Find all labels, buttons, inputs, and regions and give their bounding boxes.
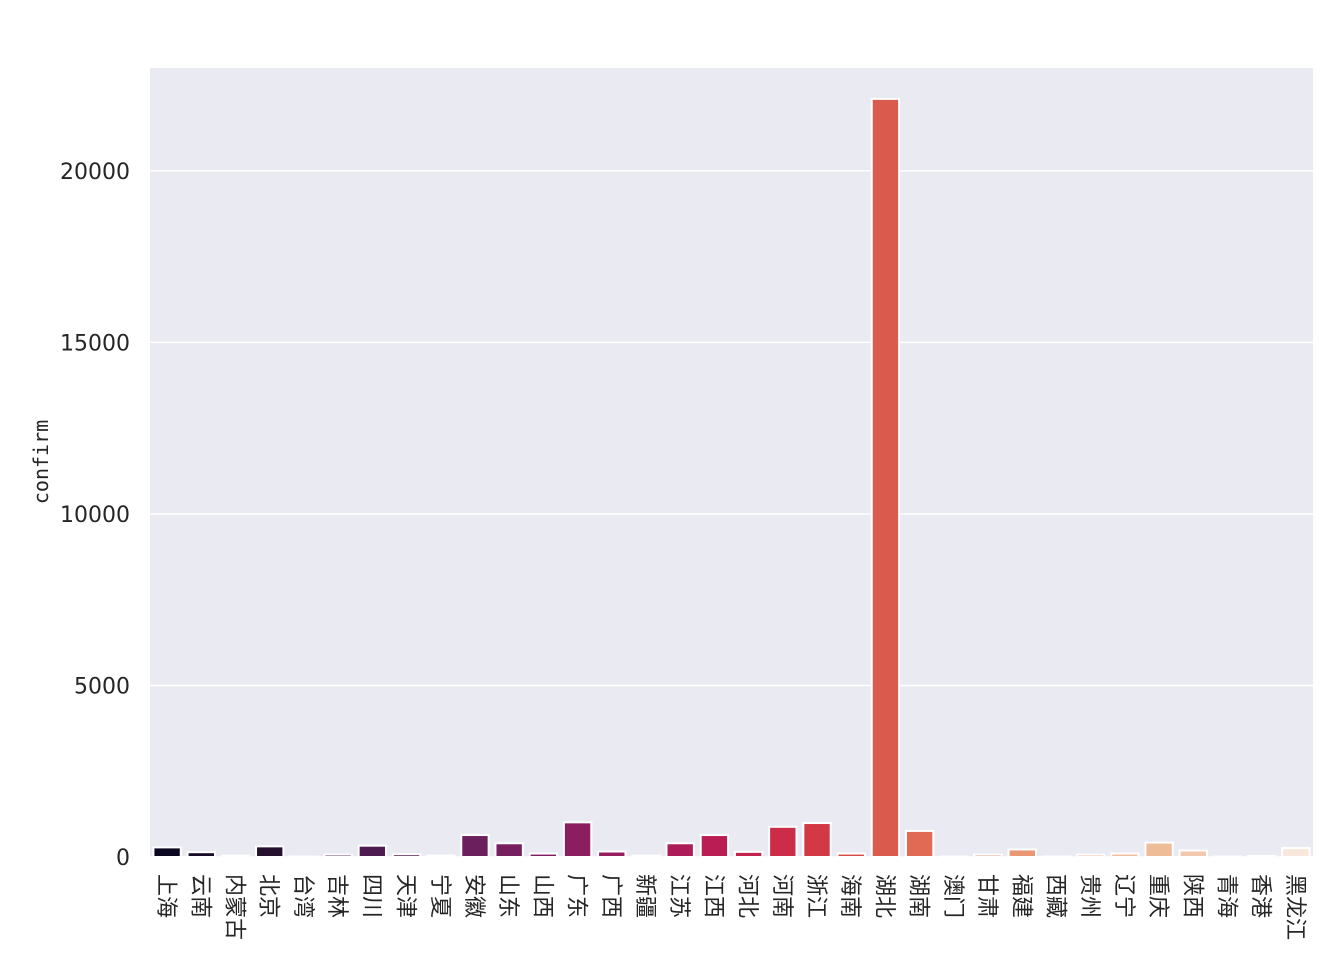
bar-16 [699, 834, 730, 859]
bar-4 [289, 855, 319, 858]
bar-1 [186, 851, 216, 858]
y-tick-label: 10000 [60, 503, 130, 528]
bar-2 [220, 854, 251, 858]
bar-29 [1144, 841, 1174, 858]
y-tick-label: 5000 [74, 674, 130, 699]
x-tick-label: 福建 [1008, 874, 1033, 918]
x-tick-label: 甘肃 [974, 874, 999, 918]
x-tick-label: 江苏 [666, 874, 691, 918]
x-tick-label: 黑龙江 [1282, 874, 1307, 940]
bar-22 [904, 829, 935, 859]
x-tick-label: 浙江 [803, 874, 828, 918]
y-tick-label: 20000 [60, 160, 130, 185]
bar-18 [768, 825, 798, 859]
x-tick-label: 天津 [393, 874, 418, 918]
x-tick-label: 广西 [598, 874, 623, 918]
bar-13 [597, 850, 627, 858]
bars [152, 97, 1311, 859]
bar-12 [562, 821, 593, 858]
x-tick-label: 安徽 [461, 874, 486, 918]
bar-0 [152, 846, 182, 858]
bar-6 [357, 844, 388, 858]
bar-8 [426, 854, 456, 858]
bar-19 [802, 822, 832, 858]
x-tick-label: 辽宁 [1111, 874, 1136, 918]
x-tick-label: 台湾 [290, 874, 315, 918]
x-tick-label: 澳门 [940, 874, 965, 918]
bar-5 [323, 853, 353, 858]
x-tick-label: 山东 [495, 874, 520, 918]
x-tick-label: 云南 [187, 874, 212, 918]
bar-20 [836, 852, 866, 859]
bar-25 [1007, 848, 1037, 859]
x-tick-label: 湖北 [871, 874, 896, 918]
bar-21 [870, 97, 901, 859]
x-tick-label: 上海 [153, 874, 178, 918]
bar-30 [1178, 849, 1208, 859]
bar-11 [528, 852, 559, 859]
x-tick-label: 青海 [1213, 874, 1238, 918]
plot-background [150, 68, 1313, 857]
x-tick-label: 吉林 [324, 874, 349, 918]
x-tick-label: 湖南 [906, 874, 931, 918]
bar-31 [1212, 855, 1243, 858]
x-tick-label: 江西 [700, 874, 725, 918]
x-tick-label: 内蒙古 [222, 874, 247, 940]
y-tick-labels: 0 5000 10000 15000 20000 [60, 160, 130, 871]
x-tick-label: 西藏 [1042, 874, 1067, 918]
x-tick-label: 山西 [529, 874, 554, 918]
y-axis-title: confirm [29, 420, 53, 504]
x-tick-labels: 上海 云南 内蒙古 北京 台湾 吉林 四川 天津 宁夏 安徽 山东 山西 广东 广西 新疆 江苏 江西 河北 河南浙… [153, 874, 1307, 940]
bar-27 [1075, 853, 1106, 858]
bar-23 [939, 855, 969, 858]
x-tick-label: 河北 [735, 874, 760, 918]
bar-26 [1041, 855, 1072, 858]
y-tick-label: 0 [116, 846, 130, 871]
x-tick-label: 河南 [769, 874, 794, 918]
bar-9 [460, 834, 490, 859]
x-tick-label: 广东 [564, 874, 589, 918]
x-tick-label: 北京 [256, 874, 281, 918]
x-tick-label: 四川 [358, 874, 383, 918]
x-tick-label: 重庆 [1145, 874, 1170, 918]
x-tick-label: 海南 [837, 874, 862, 918]
bar-7 [391, 853, 422, 859]
x-tick-label: 香港 [1248, 874, 1273, 918]
bar-24 [973, 853, 1003, 858]
bar-3 [255, 845, 285, 859]
bar-10 [494, 842, 524, 858]
bar-17 [733, 850, 764, 859]
bar-28 [1110, 852, 1140, 859]
bar-32 [1247, 854, 1277, 859]
y-tick-label: 15000 [60, 331, 130, 356]
x-tick-label: 贵州 [1077, 874, 1102, 918]
x-tick-label: 陕西 [1179, 874, 1204, 918]
bar-15 [665, 842, 695, 858]
bar-14 [631, 854, 661, 858]
x-tick-label: 新疆 [632, 874, 657, 918]
x-tick-label: 宁夏 [427, 874, 452, 918]
bar-33 [1281, 847, 1311, 859]
